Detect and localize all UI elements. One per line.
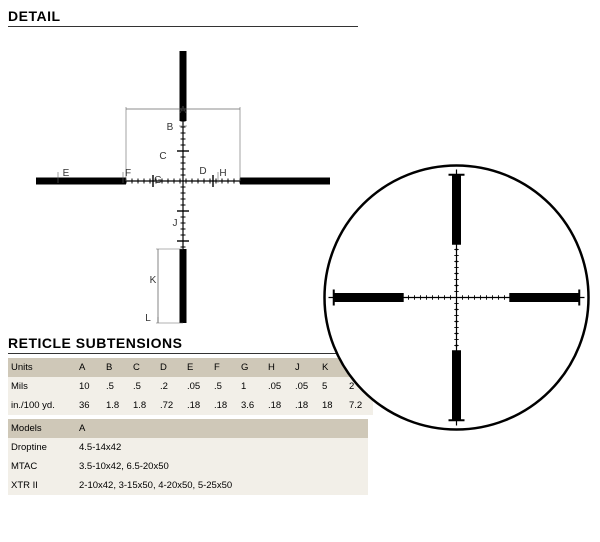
cell: .05 (265, 377, 292, 396)
col-E: E (184, 358, 211, 377)
cell: .18 (184, 396, 211, 415)
dim-label-D: D (199, 166, 206, 177)
col-Models: Models (8, 419, 76, 438)
cell: 3.5-10x42, 6.5-20x50 (76, 457, 368, 476)
cell: .05 (184, 377, 211, 396)
cell: .2 (157, 377, 184, 396)
cell: 1.8 (130, 396, 157, 415)
cell: MTAC (8, 457, 76, 476)
tables-container: UnitsABCDEFGHJKL Mils10.5.5.2.05.51.05.0… (8, 358, 368, 495)
dim-label-E: E (63, 168, 70, 179)
col-B: B (103, 358, 130, 377)
cell: .5 (130, 377, 157, 396)
cell: 3.6 (238, 396, 265, 415)
col-J: J (292, 358, 319, 377)
models-table: ModelsA Droptine4.5-14x42 MTAC3.5-10x42,… (8, 419, 368, 495)
cell: .18 (292, 396, 319, 415)
detail-heading: DETAIL (8, 8, 358, 27)
dim-label-H: H (219, 168, 226, 179)
cell: .5 (211, 377, 238, 396)
col-D: D (157, 358, 184, 377)
col-H: H (265, 358, 292, 377)
col-A: A (76, 358, 103, 377)
dim-label-G: G (154, 175, 162, 186)
col-Units: Units (8, 358, 76, 377)
cell: .18 (265, 396, 292, 415)
dim-label-A: A (180, 105, 187, 116)
col-C: C (130, 358, 157, 377)
cell: .72 (157, 396, 184, 415)
col-G: G (238, 358, 265, 377)
col-F: F (211, 358, 238, 377)
subtensions-heading: RETICLE SUBTENSIONS (8, 335, 358, 354)
cell: Droptine (8, 438, 76, 457)
scope-view-diagram (319, 160, 594, 435)
cell: 10 (76, 377, 103, 396)
dim-label-C: C (159, 151, 166, 162)
cell: .18 (211, 396, 238, 415)
dim-label-J: J (173, 218, 178, 229)
dim-label-L: L (145, 313, 151, 324)
cell: in./100 yd. (8, 396, 76, 415)
cell: 1.8 (103, 396, 130, 415)
dim-label-K: K (150, 275, 157, 286)
cell: 36 (76, 396, 103, 415)
cell: XTR II (8, 476, 76, 495)
cell: 1 (238, 377, 265, 396)
cell: 4.5-14x42 (76, 438, 368, 457)
cell: .5 (103, 377, 130, 396)
cell: 2-10x42, 3-15x50, 4-20x50, 5-25x50 (76, 476, 368, 495)
dim-label-F: F (125, 168, 131, 179)
dim-label-B: B (167, 122, 174, 133)
cell: Mils (8, 377, 76, 396)
detail-diagram: AB C D E F G H J K L (8, 31, 358, 331)
cell: .05 (292, 377, 319, 396)
